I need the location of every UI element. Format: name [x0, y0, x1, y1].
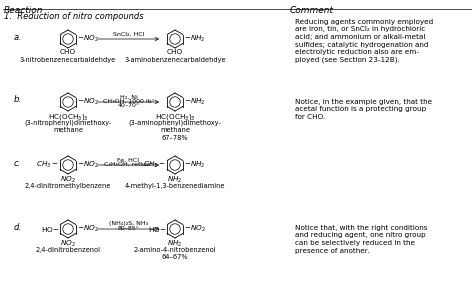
Text: 80–85°: 80–85°	[118, 226, 139, 231]
Text: Notice, in the example given, that the
acetal function is a protecting group
for: Notice, in the example given, that the a…	[295, 99, 432, 120]
Text: 3-aminobenzenecarbaldehdye: 3-aminobenzenecarbaldehdye	[124, 57, 226, 63]
Text: CH₃OH, 1000 lb°: CH₃OH, 1000 lb°	[103, 99, 155, 104]
Text: $-NH_2$: $-NH_2$	[184, 97, 206, 107]
Text: SnCl₂, HCl: SnCl₂, HCl	[113, 32, 144, 36]
Text: C₂H₅OH, reflux°: C₂H₅OH, reflux°	[104, 162, 153, 167]
Text: Fe, HCl: Fe, HCl	[118, 158, 139, 162]
Text: $-NO_2$: $-NO_2$	[77, 224, 99, 234]
Text: $-NO_2$: $-NO_2$	[184, 224, 206, 234]
Text: b.: b.	[14, 96, 22, 104]
Text: 4-methyl-1,3-benzenediamine: 4-methyl-1,3-benzenediamine	[125, 183, 225, 189]
Text: $-NO_2$: $-NO_2$	[77, 97, 99, 107]
Text: (3-aminophenyl)dimethoxy-
methane
67–78%: (3-aminophenyl)dimethoxy- methane 67–78%	[128, 120, 221, 141]
Text: $CH_3-$: $CH_3-$	[143, 160, 166, 170]
Text: HC(OCH$_3$)$_3$: HC(OCH$_3$)$_3$	[155, 112, 195, 122]
Text: Reaction: Reaction	[4, 6, 44, 15]
Text: 1.  Reduction of nitro compounds: 1. Reduction of nitro compounds	[4, 12, 144, 21]
Text: (3-nitrophenyl)dimethoxy-
methane: (3-nitrophenyl)dimethoxy- methane	[24, 120, 112, 133]
Text: $NO_2$: $NO_2$	[60, 175, 76, 185]
Text: $NH_2$: $NH_2$	[167, 175, 183, 185]
Text: HC(OCH$_3$)$_3$: HC(OCH$_3$)$_3$	[48, 112, 88, 122]
Text: c.: c.	[14, 158, 21, 168]
Text: (NH₄)₂S, NH₃: (NH₄)₂S, NH₃	[109, 222, 148, 226]
Text: $-NH_2$: $-NH_2$	[184, 160, 206, 170]
Text: $CH_3-$: $CH_3-$	[36, 160, 59, 170]
Text: CHO: CHO	[167, 49, 183, 55]
Text: CHO: CHO	[60, 49, 76, 55]
Text: Comment: Comment	[290, 6, 334, 15]
Text: HO$-$: HO$-$	[41, 224, 59, 234]
Text: H₂, Ni: H₂, Ni	[119, 94, 137, 100]
Text: a.: a.	[14, 32, 22, 42]
Text: 2-amino-4-nitrobenzenol
64–67%: 2-amino-4-nitrobenzenol 64–67%	[134, 247, 216, 260]
Text: $-NO_2$: $-NO_2$	[77, 160, 99, 170]
Text: HO$-$: HO$-$	[147, 224, 166, 234]
Text: Notice that, with the right conditions
and reducing agent, one nitro group
can b: Notice that, with the right conditions a…	[295, 225, 428, 253]
Text: $NH_2$: $NH_2$	[167, 239, 183, 249]
Text: 2,4-dinitromethylbenzene: 2,4-dinitromethylbenzene	[25, 183, 111, 189]
Text: $-NO_2$: $-NO_2$	[77, 34, 99, 44]
Text: 40–70°: 40–70°	[118, 103, 139, 108]
Text: $-NH_2$: $-NH_2$	[184, 34, 206, 44]
Text: $NO_2$: $NO_2$	[60, 239, 76, 249]
Text: d.: d.	[14, 222, 22, 232]
Text: Reducing agents commonly employed
are iron, tin, or SnCl₂ in hydrochloric
acid; : Reducing agents commonly employed are ir…	[295, 19, 433, 63]
Text: 3-nitrobenzenecarbaldehdye: 3-nitrobenzenecarbaldehdye	[20, 57, 116, 63]
Text: 2,4-dinitrobenzenol: 2,4-dinitrobenzenol	[36, 247, 100, 253]
